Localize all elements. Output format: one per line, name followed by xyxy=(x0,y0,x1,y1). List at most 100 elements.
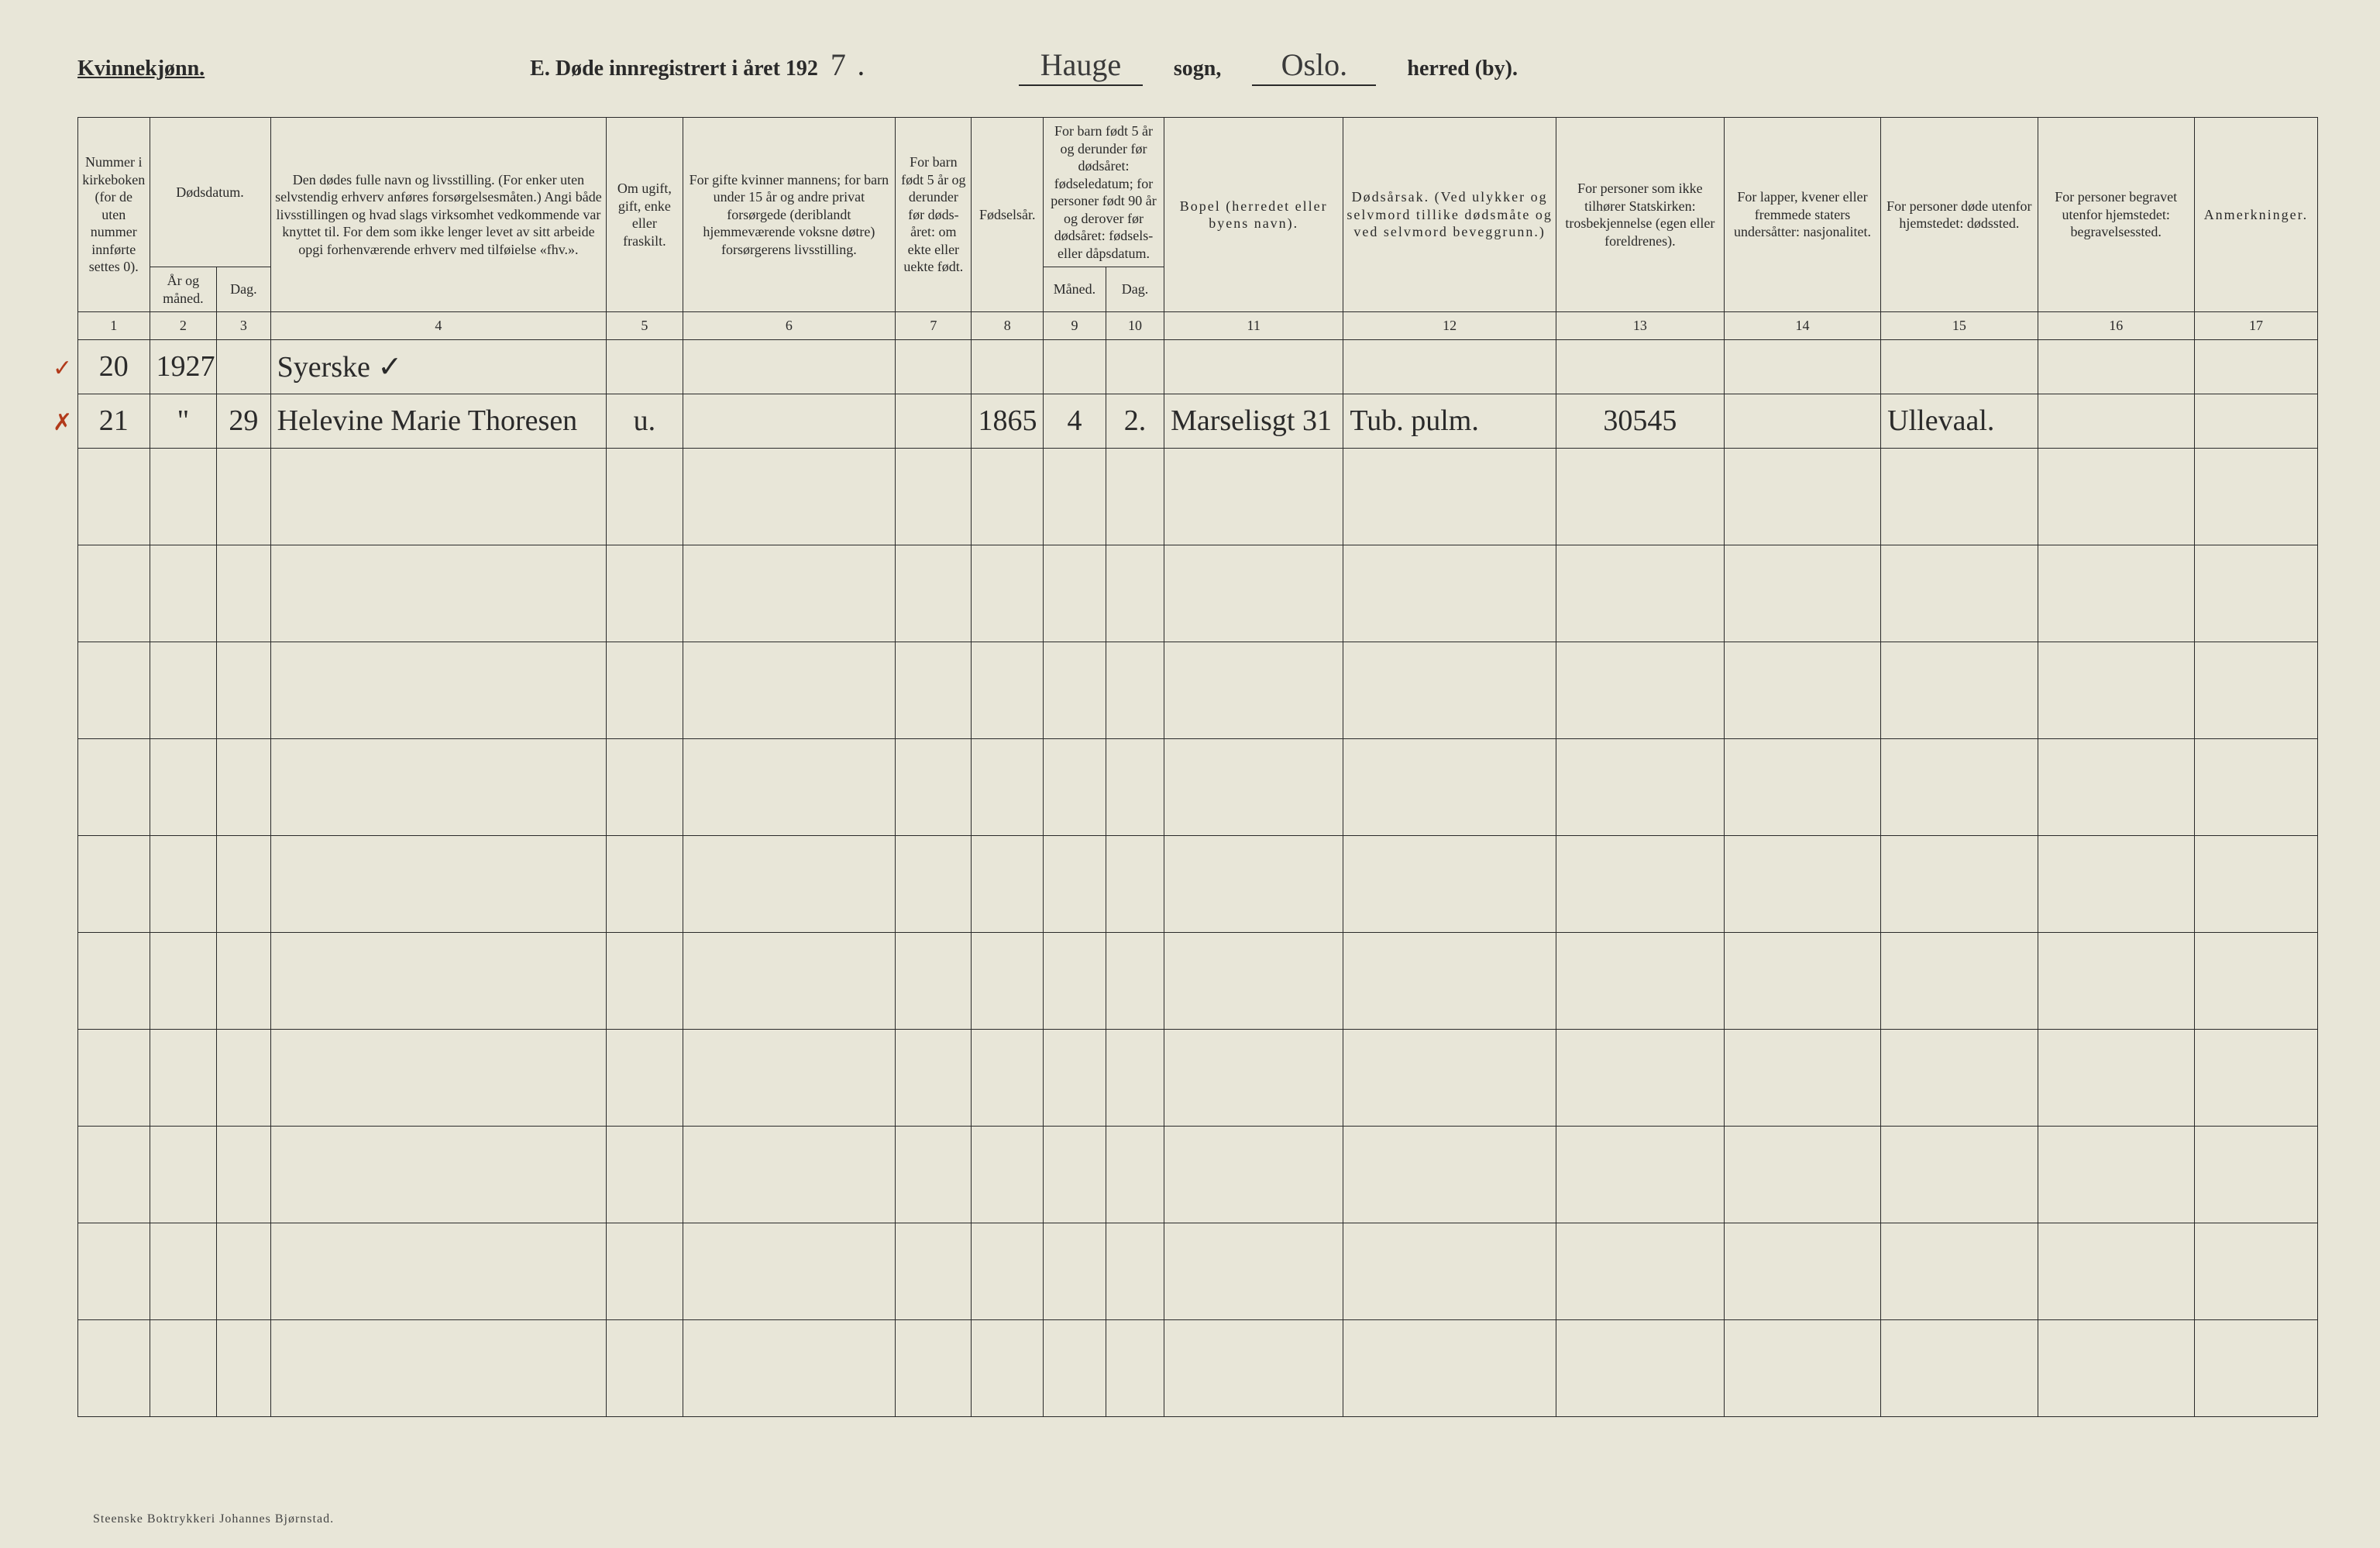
empty-cell xyxy=(217,932,270,1029)
empty-cell xyxy=(1556,932,1724,1029)
empty-cell xyxy=(2038,448,2194,545)
empty-cell xyxy=(1881,448,2038,545)
empty-cell xyxy=(1164,835,1343,932)
empty-cell xyxy=(1164,1223,1343,1319)
empty-cell xyxy=(1556,1126,1724,1223)
column-number: 3 xyxy=(217,312,270,340)
empty-cell xyxy=(1106,1223,1164,1319)
empty-cell xyxy=(1556,1319,1724,1416)
empty-cell xyxy=(683,932,896,1029)
empty-cell xyxy=(1724,738,1880,835)
cell-bopel: Marselisgt 31 xyxy=(1164,394,1343,448)
empty-cell xyxy=(1556,835,1724,932)
empty-cell xyxy=(2194,1319,2317,1416)
cell-num: 20 xyxy=(78,339,150,394)
empty-row xyxy=(78,738,2318,835)
empty-cell xyxy=(2194,1029,2317,1126)
empty-cell xyxy=(1556,642,1724,738)
empty-cell xyxy=(2038,642,2194,738)
empty-cell xyxy=(1556,738,1724,835)
empty-cell xyxy=(270,932,607,1029)
empty-cell xyxy=(2038,1029,2194,1126)
cell-year: 1927 xyxy=(150,339,217,394)
empty-cell xyxy=(1164,1029,1343,1126)
empty-cell xyxy=(1343,835,1556,932)
empty-cell xyxy=(1164,545,1343,642)
death-register-table: Nummer i kirke­boken (for de uten nummer… xyxy=(77,117,2318,1417)
empty-cell xyxy=(1043,932,1106,1029)
empty-cell xyxy=(150,738,217,835)
col-header-16: For personer begravet utenfor hjemstedet… xyxy=(2038,118,2194,312)
empty-row xyxy=(78,1126,2318,1223)
empty-cell xyxy=(683,1223,896,1319)
cell-nasj xyxy=(1724,339,1880,394)
empty-cell xyxy=(150,1126,217,1223)
cell-num: 21 xyxy=(78,394,150,448)
empty-cell xyxy=(217,835,270,932)
empty-cell xyxy=(2038,835,2194,932)
empty-cell xyxy=(607,1126,683,1223)
empty-cell xyxy=(1724,545,1880,642)
empty-cell xyxy=(972,932,1044,1029)
empty-cell xyxy=(1106,1029,1164,1126)
cell-forsorger xyxy=(683,394,896,448)
empty-cell xyxy=(1043,1029,1106,1126)
empty-cell xyxy=(2194,738,2317,835)
empty-cell xyxy=(1724,835,1880,932)
empty-cell xyxy=(150,1319,217,1416)
cell-faar xyxy=(972,339,1044,394)
section-label: E. Døde innregistrert i året 192 xyxy=(530,57,818,81)
empty-cell xyxy=(150,448,217,545)
empty-cell xyxy=(217,1029,270,1126)
empty-cell xyxy=(270,1126,607,1223)
column-number: 10 xyxy=(1106,312,1164,340)
empty-cell xyxy=(972,1319,1044,1416)
cell-status: u. xyxy=(607,394,683,448)
empty-cell xyxy=(1164,932,1343,1029)
col-header-7: For barn født 5 år og derunder før døds­… xyxy=(896,118,972,312)
cell-name: Helevine Marie Thoresen xyxy=(270,394,607,448)
empty-cell xyxy=(1343,1319,1556,1416)
empty-cell xyxy=(1881,738,2038,835)
empty-cell xyxy=(270,642,607,738)
empty-cell xyxy=(972,1029,1044,1126)
empty-cell xyxy=(683,1319,896,1416)
empty-cell xyxy=(1881,642,2038,738)
cell-maaned: 4 xyxy=(1043,394,1106,448)
empty-cell xyxy=(217,1319,270,1416)
empty-cell xyxy=(607,932,683,1029)
cell-begrav xyxy=(2038,394,2194,448)
red-x-mark: ✗ xyxy=(53,409,72,436)
herred-label: herred (by). xyxy=(1407,57,1518,81)
sogn-value: Hauge xyxy=(1019,46,1143,86)
empty-cell xyxy=(1556,1223,1724,1319)
empty-cell xyxy=(1343,642,1556,738)
empty-cell xyxy=(1556,1029,1724,1126)
empty-cell xyxy=(270,738,607,835)
col-header-15: For personer døde utenfor hjemstedet: dø… xyxy=(1881,118,2038,312)
empty-cell xyxy=(78,738,150,835)
empty-cell xyxy=(78,1319,150,1416)
empty-cell xyxy=(2194,448,2317,545)
column-number: 2 xyxy=(150,312,217,340)
column-number: 5 xyxy=(607,312,683,340)
empty-cell xyxy=(2194,1223,2317,1319)
empty-cell xyxy=(896,835,972,932)
table-row: 21"29Helevine Marie Thoresenu.186542.Mar… xyxy=(78,394,2318,448)
cell-day xyxy=(217,339,270,394)
empty-cell xyxy=(1343,1029,1556,1126)
empty-cell xyxy=(78,835,150,932)
cell-ekte xyxy=(896,394,972,448)
empty-cell xyxy=(1343,738,1556,835)
empty-cell xyxy=(78,642,150,738)
empty-cell xyxy=(972,1126,1044,1223)
cell-tros xyxy=(1556,339,1724,394)
empty-cell xyxy=(1106,1126,1164,1223)
empty-cell xyxy=(896,738,972,835)
empty-cell xyxy=(1106,642,1164,738)
page-header: Kvinnekjønn. E. Døde innregistrert i åre… xyxy=(77,46,2318,86)
empty-cell xyxy=(217,642,270,738)
empty-cell xyxy=(1343,1223,1556,1319)
empty-cell xyxy=(1043,1223,1106,1319)
empty-cell xyxy=(896,642,972,738)
